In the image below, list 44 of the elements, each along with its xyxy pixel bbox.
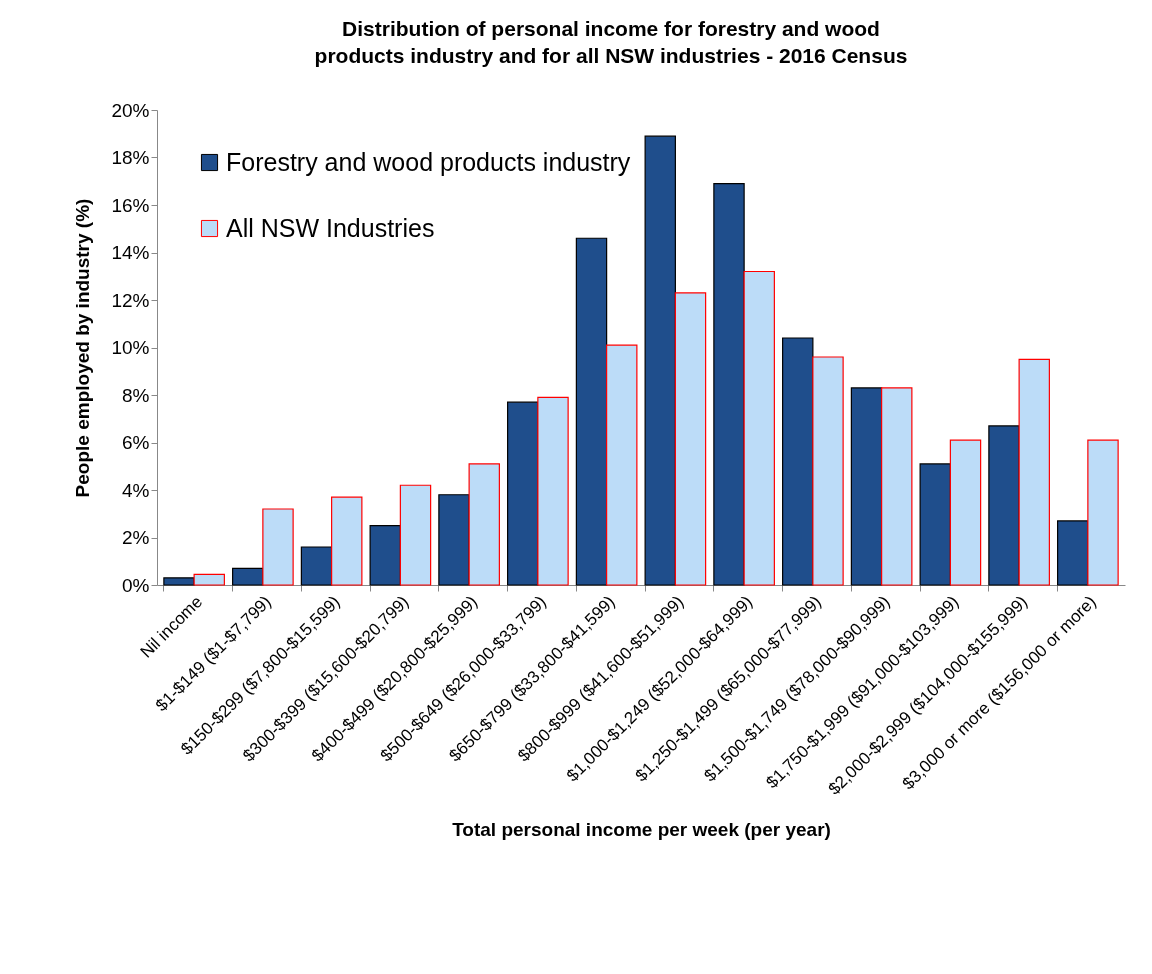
y-tick-label: 2% [122, 527, 150, 548]
bar [1087, 439, 1119, 586]
legend-label: Forestry and wood products industry [226, 147, 631, 176]
bar [782, 337, 814, 586]
bar [575, 237, 608, 586]
bar [850, 387, 883, 586]
bar [919, 463, 951, 586]
y-tick-label: 8% [122, 384, 150, 406]
bar [300, 546, 333, 586]
y-tick-label: 16% [111, 194, 150, 216]
bar [988, 425, 1020, 586]
bar [438, 494, 470, 586]
y-tick-label: 12% [111, 289, 150, 311]
bar [644, 135, 676, 586]
y-tick-label: 20% [111, 99, 150, 121]
bar [262, 508, 294, 586]
bar [713, 183, 745, 586]
bar [1057, 520, 1089, 586]
bar [468, 463, 500, 586]
chart-title: Distribution of personal income for forestry and wood products industry and for all NSW industries - 2016 Census [314, 17, 908, 67]
y-tick-label: 0% [122, 574, 150, 596]
bar [881, 387, 913, 586]
y-tick-label: 18% [111, 147, 150, 168]
bar [232, 567, 264, 586]
bar [674, 292, 707, 586]
bar [1018, 358, 1050, 586]
bar [812, 356, 844, 586]
bar [949, 439, 982, 586]
bar [507, 401, 539, 586]
x-axis-title: Total personal income per week (per year) [452, 818, 831, 840]
bar [331, 496, 363, 586]
bar [606, 344, 638, 586]
bar [399, 484, 432, 586]
bar [193, 573, 225, 586]
bar [743, 270, 775, 586]
legend-label: All NSW Industries [226, 213, 435, 242]
bar [369, 525, 401, 586]
y-tick-label: 10% [111, 337, 150, 358]
y-tick-label: 6% [122, 432, 150, 453]
bar [537, 396, 569, 586]
y-tick-label: 4% [122, 479, 150, 501]
y-axis-title: People employed by industry (%) [72, 198, 94, 498]
bar [163, 577, 195, 586]
y-tick-label: 14% [111, 242, 150, 263]
